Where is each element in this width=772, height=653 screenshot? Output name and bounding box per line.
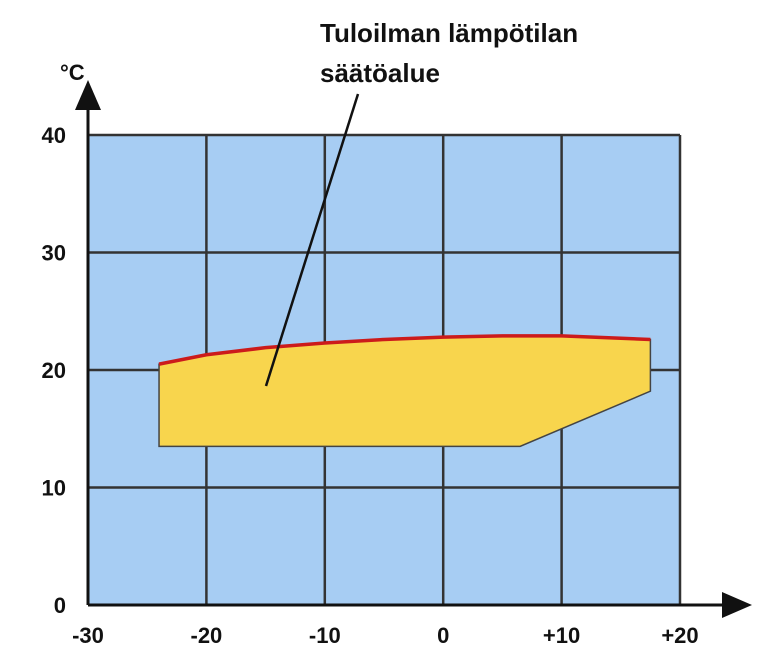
x-axis-arrow xyxy=(722,592,752,618)
y-axis-arrow xyxy=(75,80,101,110)
x-tick-label: 0 xyxy=(437,623,449,648)
y-tick-label: 0 xyxy=(54,593,66,618)
x-tick-label: +20 xyxy=(661,623,698,648)
y-axis-label: °C xyxy=(60,60,85,85)
x-tick-label: -30 xyxy=(72,623,104,648)
x-tick-labels: -30 -20 -10 0 +10 +20 xyxy=(72,623,699,648)
x-tick-label: -20 xyxy=(191,623,223,648)
y-tick-label: 30 xyxy=(42,241,66,266)
axes xyxy=(75,80,752,618)
y-tick-label: 20 xyxy=(42,358,66,383)
annotation-leader-line xyxy=(264,93,360,387)
region-upper-edge xyxy=(158,334,651,366)
x-tick-label: -10 xyxy=(309,623,341,648)
annotation-line-2: säätöalue xyxy=(320,58,440,88)
annotation-line-1: Tuloilman lämpötilan xyxy=(320,18,578,48)
y-tick-label: 10 xyxy=(42,476,66,501)
x-tick-label: +10 xyxy=(543,623,580,648)
y-tick-labels: 0 10 20 30 40 xyxy=(42,123,66,618)
y-tick-label: 40 xyxy=(42,123,66,148)
